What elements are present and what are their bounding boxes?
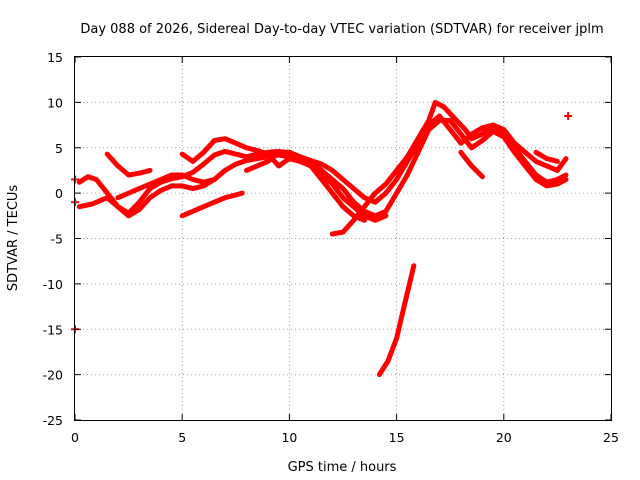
y-tick-label-3: -10	[43, 277, 63, 292]
x-tick-label-1: 5	[178, 430, 186, 445]
series-track-11	[533, 149, 560, 164]
x-tick-label-4: 20	[496, 430, 512, 445]
series-track-3	[104, 151, 153, 178]
data-series	[76, 99, 569, 378]
y-tick-label-1: -20	[43, 368, 63, 383]
chart-title: Day 088 of 2026, Sidereal Day-to-day VTE…	[80, 22, 603, 37]
x-axis-label: GPS time / hours	[288, 460, 397, 475]
series-track-5	[179, 190, 245, 219]
x-tick-label-5: 25	[603, 430, 619, 445]
series-track-2	[76, 118, 569, 219]
x-tick-label-3: 15	[389, 430, 405, 445]
grid-lines	[75, 57, 611, 420]
series-track-9	[376, 263, 417, 378]
y-axis-label: SDTVAR / TECUs	[6, 185, 21, 292]
y-tick-label-5: 0	[55, 186, 63, 201]
y-tick-label-2: -15	[43, 322, 63, 337]
series-track-7	[244, 149, 367, 223]
y-tick-label-7: 10	[47, 95, 63, 110]
series-track-6	[115, 167, 228, 201]
y-tick-label-4: -5	[51, 232, 63, 247]
x-tick-label-0: 0	[71, 430, 79, 445]
y-tick-label-0: -25	[43, 413, 63, 428]
y-tick-label-6: 5	[55, 141, 63, 156]
x-tick-label-2: 10	[281, 430, 297, 445]
series-track-8	[329, 99, 569, 237]
outlier-point-0	[564, 111, 573, 120]
series-track-4	[179, 136, 389, 223]
series-track-1	[76, 113, 569, 216]
plot-frame	[74, 56, 612, 421]
y-tick-label-8: 15	[47, 50, 63, 65]
series-track-10	[458, 149, 485, 180]
outlier-points	[71, 111, 573, 334]
axis-ticks: 0 5 10 15 20 25 -25 -20 -15 -10 -5 0 5 10 15	[43, 50, 619, 445]
